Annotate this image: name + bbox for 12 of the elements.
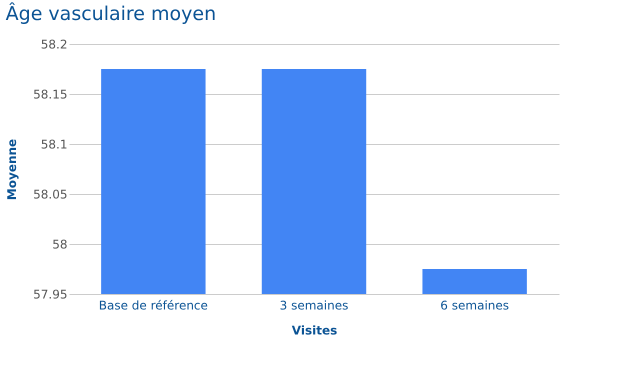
y-tick-label: 58.1: [40, 138, 68, 152]
x-tick-label: 6 semaines: [440, 298, 510, 312]
x-axis-title: Visites: [292, 324, 338, 338]
y-tick-label: 58.05: [33, 188, 68, 202]
y-tick-label: 58: [52, 238, 68, 252]
x-tick-label: 3 semaines: [280, 298, 348, 312]
y-tick-label: 58.15: [33, 88, 68, 102]
x-tick-label: Base de référence: [98, 298, 208, 312]
chart-title: Âge vasculaire moyen: [6, 2, 216, 25]
y-axis-title: Moyenne: [5, 138, 20, 200]
y-tick-label: 57.95: [33, 288, 68, 302]
y-tick-label: 58.2: [40, 38, 68, 52]
